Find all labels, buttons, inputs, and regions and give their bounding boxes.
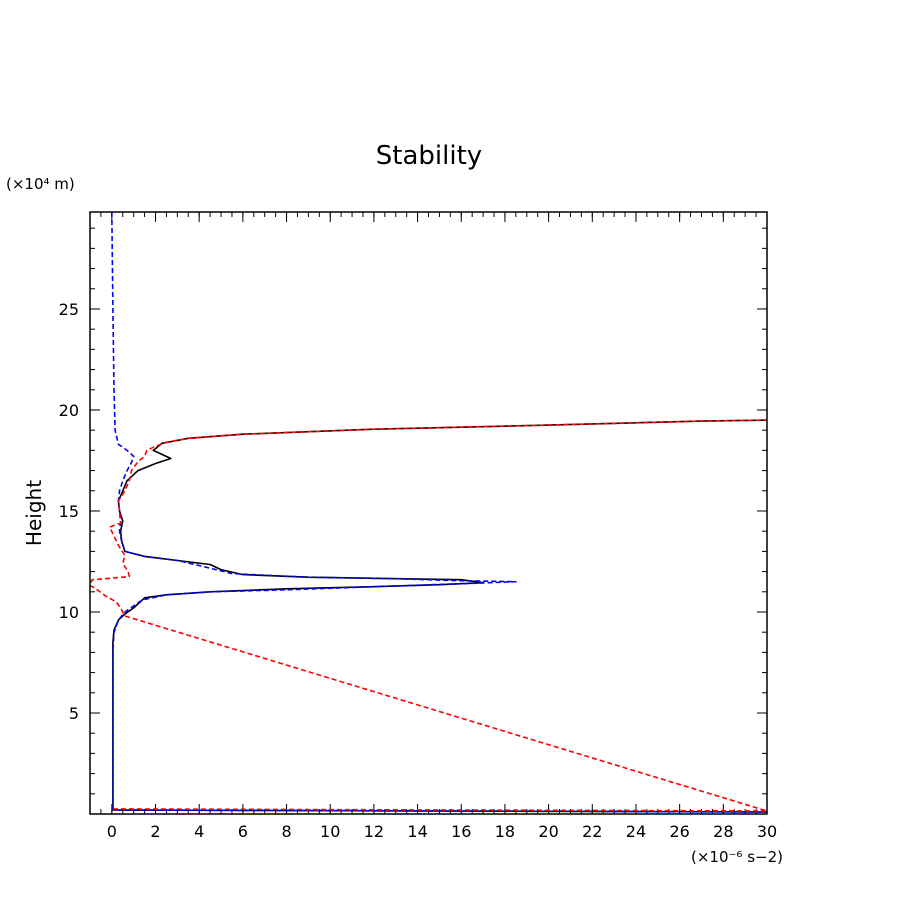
x-tick-label: 10 — [320, 822, 340, 841]
x-tick-label: 4 — [194, 822, 204, 841]
y-tick-label: 20 — [59, 401, 79, 420]
y-tick-label: 15 — [59, 502, 79, 521]
x-tick-label: 26 — [669, 822, 689, 841]
y-tick-label: 5 — [69, 704, 79, 723]
series-line-2 — [111, 211, 768, 813]
x-tick-label: 8 — [281, 822, 291, 841]
x-tick-label: 12 — [364, 822, 384, 841]
series-layer — [89, 211, 768, 813]
x-tick-label: 20 — [538, 822, 558, 841]
x-tick-label: 28 — [713, 822, 733, 841]
x-tick-label: 18 — [495, 822, 515, 841]
y-tick-label: 25 — [59, 300, 79, 319]
x-tick-label: 6 — [238, 822, 248, 841]
x-axis-unit-label: (×10⁻⁶ s−2) — [691, 848, 783, 866]
series-line-3 — [89, 419, 768, 812]
x-tick-label: 14 — [407, 822, 427, 841]
y-axis-unit-label: (×10⁴ m) — [6, 175, 75, 193]
series-line-1 — [112, 419, 768, 813]
x-tick-label: 2 — [150, 822, 160, 841]
x-tick-label: 22 — [582, 822, 602, 841]
chart-title: Stability — [376, 141, 482, 171]
x-tick-label: 16 — [451, 822, 471, 841]
x-tick-label: 30 — [757, 822, 777, 841]
plot-frame — [89, 211, 768, 815]
y-tick-label: 10 — [59, 603, 79, 622]
x-tick-label: 0 — [107, 822, 117, 841]
x-tick-label: 24 — [626, 822, 646, 841]
y-axis-label: Height — [22, 480, 46, 546]
